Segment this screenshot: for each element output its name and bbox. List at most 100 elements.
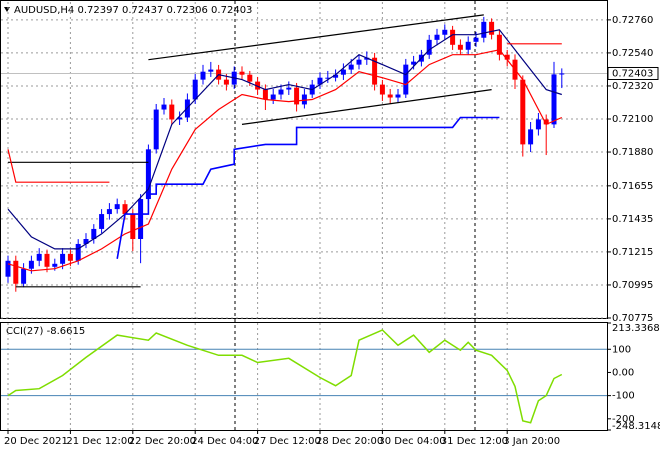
indicator-line: [241, 89, 492, 125]
candle-body: [52, 263, 58, 267]
candle-body: [138, 199, 144, 239]
candle-body: [379, 84, 385, 95]
candle-body: [535, 119, 541, 130]
y-tick-label: 0.70995: [612, 280, 653, 291]
candle-body: [83, 239, 89, 244]
y-tick-label: -248.3148: [612, 421, 660, 432]
indicator-line: [7, 149, 110, 183]
candle-body: [325, 77, 331, 79]
candle-body: [356, 59, 362, 65]
candle-body: [200, 71, 206, 80]
candle-body: [208, 69, 214, 72]
candle-body: [270, 94, 276, 100]
candle-body: [520, 79, 526, 145]
x-tick-label: 22 Dec 20:00: [129, 436, 196, 447]
x-tick-label: 27 Dec 12:00: [254, 436, 321, 447]
cci-panel-frame: [0, 322, 608, 431]
candle-body: [387, 94, 393, 98]
candle-body: [426, 39, 432, 55]
candle-body: [145, 149, 151, 200]
candle-body: [239, 71, 245, 75]
cci-title: CCI(27) -8.6615: [6, 326, 85, 337]
y-tick-label: 0.72760: [612, 15, 653, 26]
candle-body: [395, 94, 401, 98]
candle-body: [278, 89, 284, 95]
y-tick-label: 0.00: [612, 367, 634, 378]
indicator-line: [148, 14, 484, 61]
candle-body: [489, 21, 495, 35]
y-tick-label: 0.72100: [612, 114, 653, 125]
candle-body: [450, 29, 456, 45]
candle-body: [504, 54, 510, 60]
y-tick-label: 0.71435: [612, 214, 653, 225]
indicator-line: [7, 49, 563, 272]
candle-body: [262, 89, 268, 100]
cci-line: [7, 329, 563, 424]
candle-body: [496, 34, 502, 55]
indicator-line: [7, 29, 562, 250]
candle-body: [161, 104, 167, 110]
x-tick-label: 20 Dec 2021: [4, 436, 68, 447]
main-panel-frame: [0, 0, 608, 319]
candle-body: [99, 214, 105, 229]
x-tick-label: 21 Dec 12:00: [66, 436, 133, 447]
candle-body: [301, 94, 307, 105]
candle-body: [67, 253, 73, 261]
candle-body: [317, 77, 323, 85]
candle-body: [286, 87, 292, 90]
candle-body: [223, 79, 229, 85]
candle-body: [411, 61, 417, 65]
y-tick-label: 0.71655: [612, 181, 653, 192]
indicator-line: [116, 116, 500, 259]
x-tick-label: 31 Dec 12:00: [441, 436, 508, 447]
candle-body: [348, 64, 354, 70]
candle-body: [473, 37, 479, 42]
x-tick-label: 3 Jan 20:00: [503, 436, 560, 447]
candle-body: [122, 204, 128, 215]
candle-body: [559, 73, 565, 75]
candle-body: [13, 260, 19, 284]
chart-header: AUDUSD,H4 0.72397 0.72437 0.72306 0.7240…: [14, 5, 252, 16]
candle-body: [481, 21, 487, 38]
candle-body: [551, 74, 557, 125]
candle-body: [403, 64, 409, 95]
y-tick-label: 0.71215: [612, 247, 653, 258]
x-tick-label: 30 Dec 04:00: [378, 436, 445, 447]
candle-body: [543, 119, 549, 125]
candle-body: [192, 79, 198, 100]
candle-body: [465, 41, 471, 50]
candle-body: [36, 253, 42, 261]
y-tick-label: 100: [612, 344, 631, 355]
candle-body: [247, 74, 253, 82]
candle-body: [528, 129, 534, 145]
candle-body: [333, 74, 339, 78]
candle-body: [75, 243, 81, 261]
candle-body: [255, 81, 261, 90]
y-tick-label: 0.72540: [612, 48, 653, 59]
candle-body: [5, 260, 11, 277]
y-tick-label: 0.71880: [612, 147, 653, 158]
candle-body: [177, 117, 183, 120]
candle-body: [169, 104, 175, 120]
y-tick-label: 0.70775: [612, 313, 653, 324]
last-price-label: 0.72403: [612, 68, 653, 79]
last-price-box: [607, 66, 659, 80]
y-tick-label: -100: [612, 391, 635, 402]
candle-body: [442, 29, 448, 35]
y-tick-label: -200: [612, 414, 635, 425]
y-tick-label: 0.72320: [612, 81, 653, 92]
candle-body: [44, 253, 50, 267]
candle-body: [130, 214, 136, 239]
x-tick-label: 24 Dec 04:00: [191, 436, 258, 447]
candle-body: [91, 228, 97, 239]
candle-body: [434, 34, 440, 40]
candle-body: [114, 204, 120, 210]
candle-body: [28, 260, 34, 269]
candle-body: [372, 57, 378, 85]
x-tick-label: 28 Dec 20:00: [316, 436, 383, 447]
candle-body: [153, 109, 159, 150]
candle-body: [106, 209, 112, 215]
